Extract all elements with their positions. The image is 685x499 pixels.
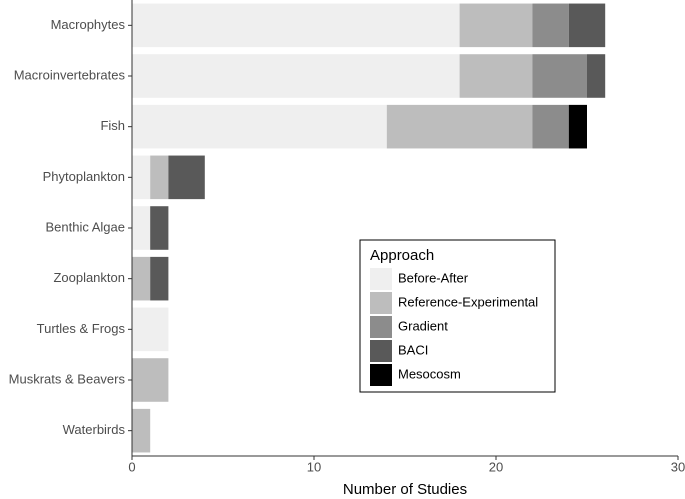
y-tick-label: Muskrats & Beavers [9, 371, 126, 386]
legend-label: BACI [398, 342, 428, 357]
bar-segment [168, 155, 205, 200]
bar-segment [587, 54, 606, 98]
y-tick-label: Macrophytes [51, 17, 126, 32]
legend-swatch [370, 316, 392, 338]
y-tick-label: Macroinvertebrates [14, 67, 126, 82]
legend-box [359, 239, 556, 393]
legend-label: Mesocosm [398, 366, 461, 381]
legend-title: Approach [370, 247, 434, 264]
legend-label: Reference-Experimental [398, 294, 538, 309]
bar-segment [132, 206, 151, 250]
y-tick-label: Turtles & Frogs [37, 321, 126, 336]
bar-segment [459, 54, 533, 98]
legend-label: Before-After [398, 270, 469, 285]
x-tick-label: 10 [307, 459, 321, 474]
bar-segment [532, 54, 587, 98]
x-tick-label: 0 [128, 459, 135, 474]
y-tick-label: Benthic Algae [45, 219, 125, 234]
bar-segment [132, 307, 169, 352]
bar-segment [132, 408, 151, 453]
y-tick-label: Fish [100, 118, 125, 133]
bar-segment [459, 3, 533, 48]
bar-segment [132, 256, 151, 301]
legend-swatch [370, 268, 392, 290]
bar-segment [568, 3, 606, 48]
bar-segment [386, 104, 533, 149]
bar-segment [150, 206, 169, 250]
x-tick-label: 30 [671, 459, 685, 474]
bar-segment [132, 3, 460, 48]
bar-segment [132, 155, 151, 200]
legend-swatch [370, 364, 392, 386]
bar-segment [132, 104, 387, 149]
bar-segment [532, 3, 569, 48]
bar-segment [132, 358, 169, 402]
y-tick-label: Zooplankton [53, 270, 125, 285]
bar-segment [568, 104, 587, 149]
bar-segment [150, 256, 169, 301]
legend-label: Gradient [398, 318, 448, 333]
x-axis-title: Number of Studies [343, 481, 467, 498]
legend-swatch [370, 292, 392, 314]
bar-segment [532, 104, 569, 149]
x-tick-label: 20 [489, 459, 503, 474]
bar-segment [132, 54, 460, 98]
y-tick-label: Waterbirds [63, 422, 126, 437]
y-tick-label: Phytoplankton [43, 169, 125, 184]
legend-swatch [370, 340, 392, 362]
bar-segment [150, 155, 169, 200]
